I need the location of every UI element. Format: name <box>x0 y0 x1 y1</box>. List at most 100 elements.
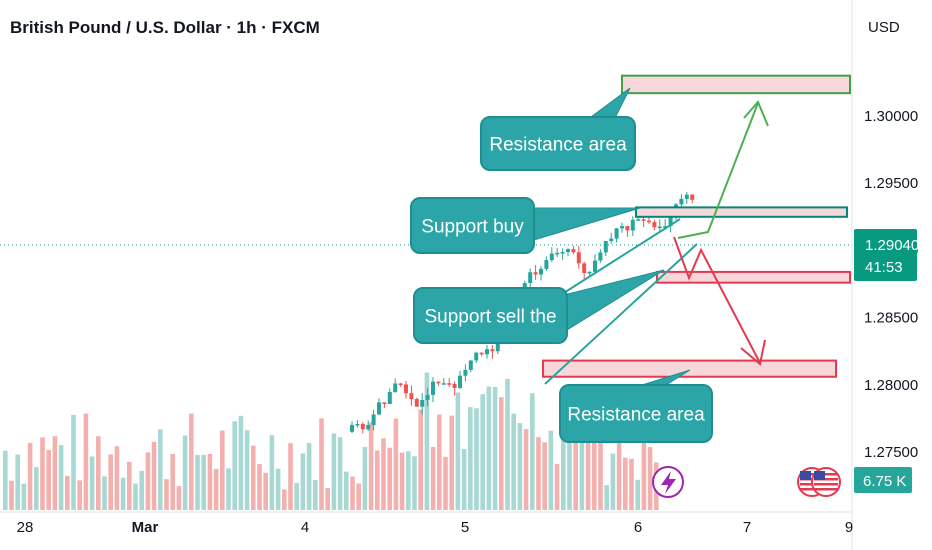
candle-body <box>641 219 646 221</box>
volume-bar <box>368 422 374 510</box>
volume-bar <box>213 468 219 510</box>
volume-bar <box>282 489 287 510</box>
volume-bar <box>108 454 113 510</box>
support-buy-zone <box>635 206 848 218</box>
volume-bar <box>257 464 262 510</box>
candle-body <box>593 260 597 272</box>
volume-bar <box>579 437 585 510</box>
candle-body <box>549 253 554 261</box>
volume-bar <box>158 429 163 510</box>
candle-body <box>652 222 657 228</box>
callout-box <box>559 384 713 443</box>
volume-bars <box>3 372 659 510</box>
us-flag-stripe <box>800 473 824 476</box>
candle-body <box>587 271 592 274</box>
volume-bar <box>21 483 27 510</box>
volume-bar <box>102 476 107 510</box>
candle-body <box>431 381 435 395</box>
candle-body <box>377 402 381 415</box>
candle-body <box>436 381 441 384</box>
candle-body <box>350 425 354 432</box>
volume-bar <box>120 477 126 510</box>
volume-bar <box>114 446 120 510</box>
volume-bar <box>641 421 647 510</box>
volume-bar <box>269 435 275 510</box>
volume-bar <box>474 408 479 510</box>
volume-bar <box>412 456 417 510</box>
us-flag-stripe <box>814 473 838 476</box>
candle-body <box>452 383 457 388</box>
candle-body <box>603 241 608 253</box>
volume-bar <box>65 475 70 510</box>
volume-bar <box>40 437 45 510</box>
volume-bar <box>393 418 399 510</box>
volume-bar <box>3 450 8 510</box>
candle-body <box>447 383 452 385</box>
us-flag-canton <box>814 471 825 480</box>
candle-body <box>657 226 662 229</box>
volume-bar <box>344 471 349 510</box>
volume-bar <box>616 417 622 510</box>
x-tick-label: 7 <box>743 519 751 536</box>
volume-bar <box>89 456 95 510</box>
volume-bar <box>548 430 554 510</box>
volume-bar <box>34 467 39 510</box>
volume-bar <box>71 414 76 510</box>
volume-bar <box>52 436 58 510</box>
candle-body <box>485 349 489 355</box>
volume-bar <box>288 443 293 510</box>
channel-lower <box>544 243 698 385</box>
volume-bar <box>536 437 541 510</box>
candle-body <box>528 272 533 284</box>
callout-box <box>410 197 535 254</box>
x-tick-label: 28 <box>17 519 34 536</box>
callout-label: Support buy <box>421 217 524 238</box>
candle-body <box>463 369 468 376</box>
volume-bar <box>15 454 20 510</box>
volume-bar <box>375 450 380 510</box>
candle-body <box>479 352 484 355</box>
candle-body <box>441 383 446 385</box>
volume-bar <box>449 415 454 510</box>
volume-bar <box>176 486 182 510</box>
volume-bar <box>127 461 132 510</box>
volume-bar <box>610 453 616 510</box>
currency-label[interactable]: USD <box>868 19 900 36</box>
candle-body <box>609 238 614 242</box>
candle-body <box>598 252 603 261</box>
volume-bar <box>585 439 591 510</box>
volume-bar <box>201 454 206 510</box>
candle-body <box>576 252 581 264</box>
volume-bar <box>647 447 653 510</box>
volume-bar <box>182 435 188 510</box>
volume-bar <box>170 453 175 510</box>
volume-bar <box>424 372 430 510</box>
volume-bar <box>443 456 448 510</box>
volume-bar <box>337 437 343 510</box>
x-tick-label: 5 <box>461 519 469 536</box>
bullish-path <box>677 102 759 239</box>
volume-bar <box>232 421 237 510</box>
y-tick-label: 1.29500 <box>864 175 918 192</box>
candle-body <box>582 263 587 273</box>
candle-body <box>679 198 684 205</box>
volume-bar <box>381 438 386 510</box>
volume-bar <box>238 415 244 510</box>
x-tick-label: 9 <box>845 519 853 536</box>
volume-bar <box>151 441 157 510</box>
volume-bar <box>133 483 138 510</box>
candle-body <box>420 400 425 407</box>
lightning-icon-bolt <box>661 471 676 494</box>
volume-bar <box>455 392 461 510</box>
volume-bar <box>263 472 268 510</box>
volume-bar <box>356 483 361 510</box>
volume-bar <box>480 394 485 510</box>
candle-body <box>663 226 668 228</box>
volume-bar <box>300 453 306 510</box>
us-flag-stripe <box>800 488 824 491</box>
volume-bar <box>331 433 337 510</box>
volume-bar <box>77 480 82 510</box>
